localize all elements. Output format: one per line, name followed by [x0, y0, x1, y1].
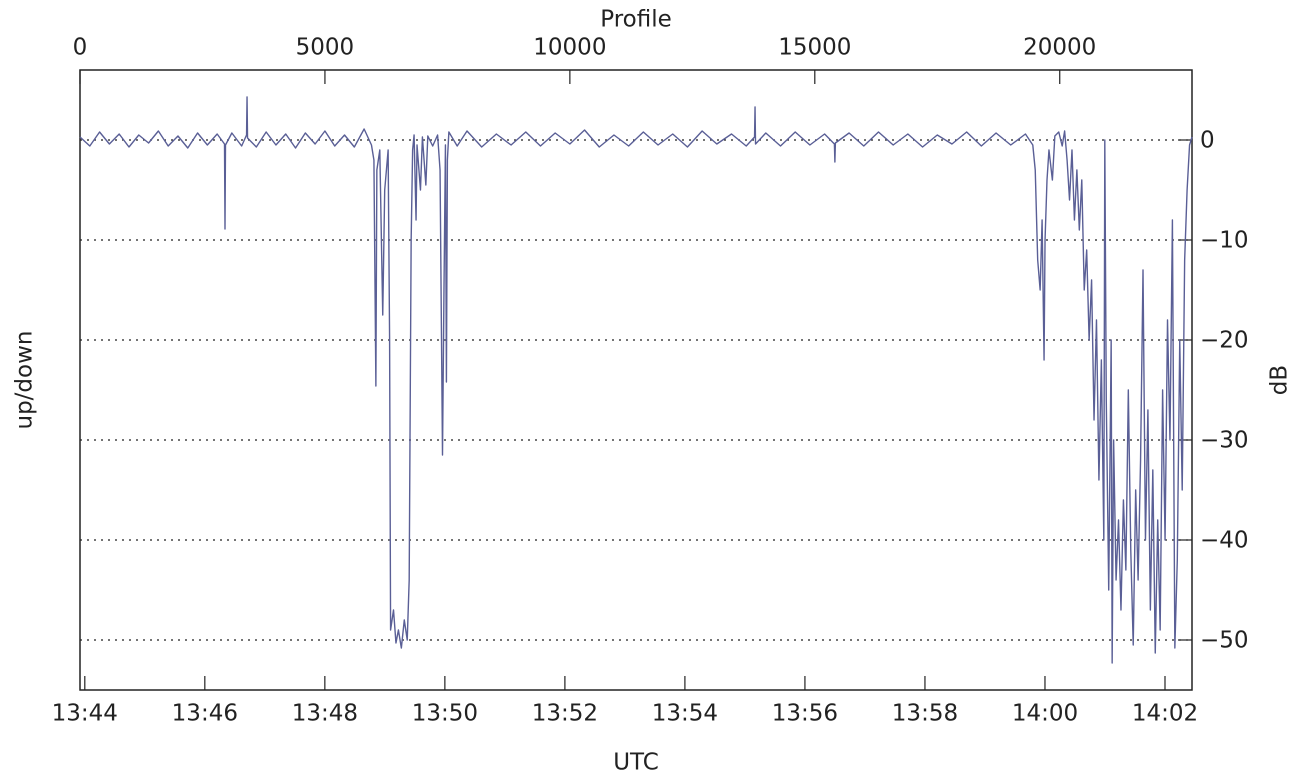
time-tick-label: 13:48: [292, 701, 358, 727]
time-tick-label: 14:02: [1132, 701, 1198, 727]
plot-frame: [79, 69, 1193, 691]
bottom-axis-title: UTC: [613, 750, 659, 776]
data-line: [79, 96, 1193, 664]
x-tick-label: 10000: [533, 35, 606, 61]
time-tick-label: 13:50: [412, 701, 478, 727]
y2-tick-label: −50: [1200, 628, 1249, 654]
top-axis-title: Profile: [600, 7, 672, 33]
y2-tick-label: −10: [1200, 228, 1249, 254]
x-tick-label: 15000: [778, 35, 851, 61]
left-axis-title: up/down: [12, 331, 38, 430]
time-tick-label: 13:56: [772, 701, 838, 727]
right-axis-title: dB: [1267, 365, 1293, 395]
time-tick-label: 13:44: [52, 701, 118, 727]
x-tick-label: 0: [73, 35, 88, 61]
time-tick-label: 13:52: [532, 701, 598, 727]
y2-tick-label: −40: [1200, 528, 1249, 554]
time-tick-label: 14:00: [1012, 701, 1078, 727]
y2-tick-label: −20: [1200, 328, 1249, 354]
y2-tick-label: 0: [1200, 128, 1215, 154]
time-tick-label: 13:58: [892, 701, 958, 727]
y2-tick-label: −30: [1200, 428, 1249, 454]
x-tick-label: 20000: [1023, 35, 1096, 61]
x-tick-label: 5000: [296, 35, 355, 61]
time-tick-label: 13:46: [172, 701, 238, 727]
time-tick-label: 13:54: [652, 701, 718, 727]
